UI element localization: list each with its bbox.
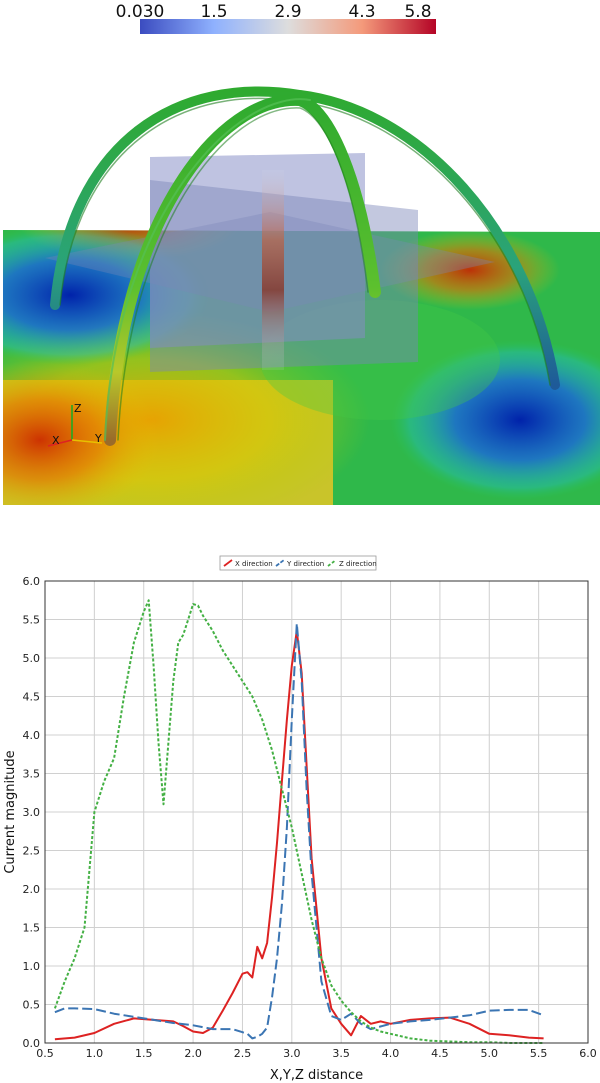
legend-swatch [275,559,285,567]
y-tick-label: 5.5 [23,614,41,627]
y-axis: 0.0 0.5 1.0 1.5 2.0 2.5 3.0 3.5 4.0 4.5 5.0 5.5 6.0 [23,575,41,1050]
series-lines [53,599,544,1044]
y-axis-title: Current magnitude [3,750,18,873]
x-tick-label: 0.5 [36,1047,54,1060]
series-line-3 [53,599,544,1044]
x-tick-label: 2.0 [184,1047,202,1060]
series-line-2 [54,622,544,1040]
y-tick-label: 0.5 [23,999,41,1012]
x-tick-label: 3.5 [332,1047,350,1060]
flux-tubes [50,86,560,446]
ground-field [3,230,600,505]
y-tick-label: 4.5 [23,691,41,704]
legend-item-label: Y direction [286,560,324,568]
x-tick-label: 1.5 [135,1047,153,1060]
y-tick-label: 3.0 [23,806,41,819]
legend-item-label: Z direction [339,560,377,568]
y-tick-label: 1.5 [23,922,41,935]
colorbar-gradient [140,19,436,34]
series-line-1 [54,630,544,1041]
colorbar-tick-label: 5.8 [404,2,431,22]
x-tick-label: 4.0 [382,1047,400,1060]
legend-box [219,555,377,571]
x-tick-label: 5.5 [530,1047,548,1060]
plot-area [44,580,589,1044]
colorbar-tick-label: 1.5 [200,2,227,22]
legend-item-label: X direction [235,560,273,568]
axis-label-z: Z [74,402,82,415]
slice-plane [150,153,365,348]
y-tick-label: 5.0 [23,652,41,665]
y-tick-label: 2.0 [23,883,41,896]
x-tick-label: 4.5 [431,1047,449,1060]
x-tick-label: 1.0 [86,1047,104,1060]
x-tick-label: 2.5 [234,1047,252,1060]
x-tick-label: 3.0 [283,1047,301,1060]
y-tick-label: 3.5 [23,768,41,781]
axis-label-y: Y [94,432,102,445]
y-tick-label: 2.5 [23,845,41,858]
x-axis-title: X,Y,Z distance [270,1068,363,1083]
colorbar-tick-label: 4.3 [348,2,375,22]
current-sheet [262,170,284,370]
orientation-axes: Z X Y [47,402,103,447]
y-tick-label: 6.0 [23,575,41,588]
axis-label-x: X [52,434,60,447]
x-tick-label: 5.0 [481,1047,499,1060]
y-tick-label: 0.0 [23,1037,41,1050]
colorbar-tick-label: 0.030 [116,2,165,22]
scene-3d: Z X Y [3,86,600,505]
x-tick-label: 6.0 [579,1047,597,1060]
x-axis: 0.5 1.0 1.5 2.0 2.5 3.0 3.5 4.0 4.5 5.0 5.5 6.0 [36,1047,597,1060]
legend-swatch [327,559,337,567]
line-chart: 0.5 1.0 1.5 2.0 2.5 3.0 3.5 4.0 4.5 5.0 5.5 6.0 0.0… [3,555,597,1083]
legend-swatch [223,559,233,567]
y-tick-label: 4.0 [23,729,41,742]
colorbar-tick-label: 2.9 [274,2,301,22]
colorbar: 0.030 1.5 2.9 4.3 5.8 [116,2,436,34]
grid [44,580,589,1044]
y-tick-label: 1.0 [23,960,41,973]
legend: X direction Y direction Z direction [219,555,377,571]
